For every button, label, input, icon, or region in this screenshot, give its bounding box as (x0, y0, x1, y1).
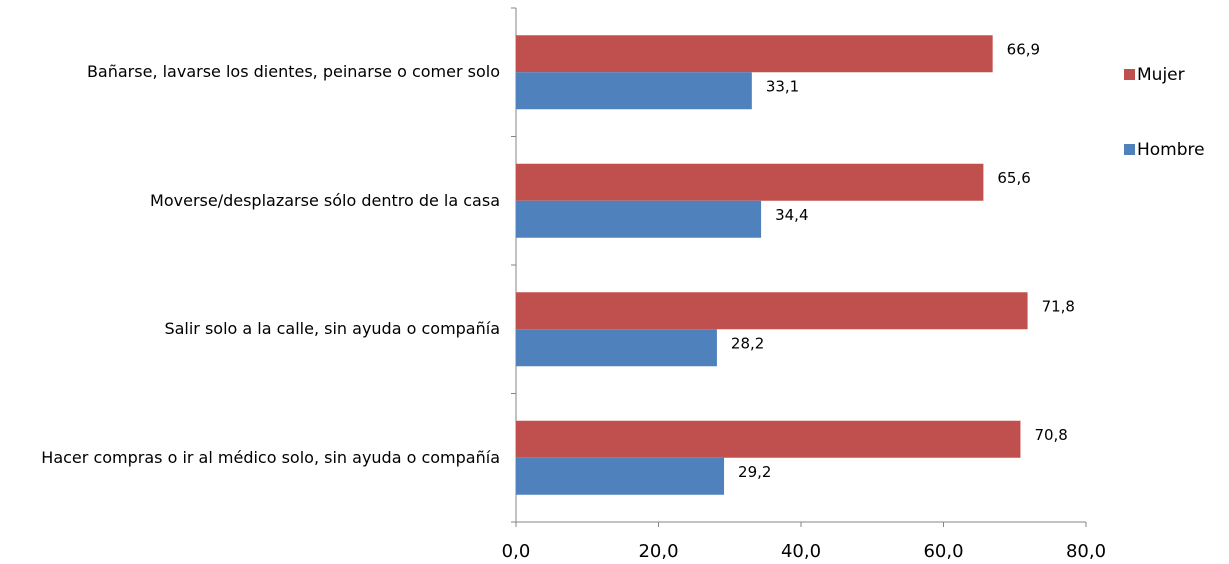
legend-label: Mujer (1137, 65, 1185, 85)
bar (516, 329, 717, 367)
bar (516, 292, 1028, 330)
data-label: 28,2 (731, 334, 764, 352)
y-tick-label: Bañarse, lavarse los dientes, peinarse o… (86, 62, 500, 82)
x-tick-label: 40,0 (781, 541, 821, 562)
data-label: 33,1 (766, 77, 799, 95)
x-tick-label: 80,0 (1066, 541, 1106, 562)
data-label: 66,9 (1007, 40, 1040, 58)
x-tick-label: 60,0 (923, 541, 963, 562)
y-tick-label: Hacer compras o ir al médico solo, sin a… (41, 447, 500, 467)
x-tick-label: 0,0 (502, 541, 531, 562)
bar (516, 72, 752, 110)
data-label: 29,2 (738, 463, 771, 481)
y-tick-label-box: Salir solo a la calle, sin ayuda o compa… (0, 289, 500, 369)
bar (516, 35, 993, 73)
data-label: 34,4 (775, 206, 808, 224)
y-tick-label-box: Bañarse, lavarse los dientes, peinarse o… (0, 32, 500, 112)
y-tick-label-box: Moverse/desplazarse sólo dentro de la ca… (0, 161, 500, 241)
y-tick-label: Salir solo a la calle, sin ayuda o compa… (164, 319, 500, 339)
data-label: 71,8 (1042, 297, 1075, 315)
legend-swatch (1124, 144, 1135, 155)
data-label: 70,8 (1034, 426, 1067, 444)
bar (516, 200, 762, 238)
bar (516, 457, 725, 495)
legend-label: Hombre (1137, 140, 1205, 160)
y-tick-label: Moverse/desplazarse sólo dentro de la ca… (150, 190, 500, 210)
bar (516, 420, 1021, 458)
x-tick-label: 20,0 (638, 541, 678, 562)
data-label: 65,6 (997, 169, 1030, 187)
bar (516, 163, 984, 201)
y-tick-label-box: Hacer compras o ir al médico solo, sin a… (0, 418, 500, 498)
legend-swatch (1124, 69, 1135, 80)
